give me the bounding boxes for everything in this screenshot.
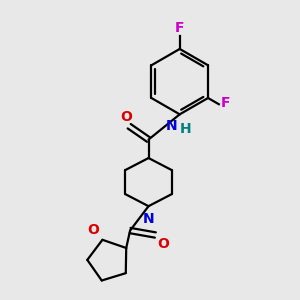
Text: O: O: [87, 224, 99, 237]
Text: N: N: [143, 212, 154, 226]
Text: F: F: [175, 21, 184, 35]
Text: F: F: [221, 96, 230, 110]
Text: O: O: [120, 110, 132, 124]
Text: H: H: [180, 122, 191, 136]
Text: O: O: [158, 237, 170, 251]
Text: N: N: [166, 119, 178, 133]
